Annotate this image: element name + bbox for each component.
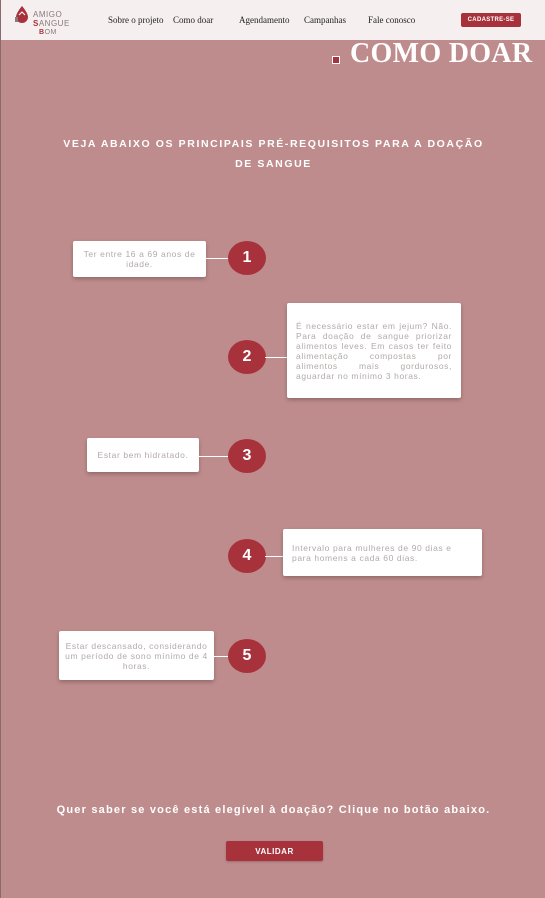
step-2-text: É necessário estar em jejum? Não. Para d… (296, 320, 452, 381)
step-3-text: Estar bem hidratado. (97, 450, 189, 460)
step-1-number: 1 (228, 241, 266, 275)
nav-fale-conosco[interactable]: Fale conosco (368, 15, 416, 25)
logo-text-bom: BOM (39, 29, 57, 36)
step-4-card: Intervalo para mulheres de 90 dias e par… (283, 529, 482, 576)
step-3-connector (199, 456, 230, 457)
step-5-number: 5 (228, 639, 266, 673)
step-2-number: 2 (228, 340, 266, 374)
step-4-number: 4 (228, 539, 266, 573)
nav-como-doar[interactable]: Como doar (173, 15, 214, 25)
top-navbar: AMIGO SANGUE BOM Sobre o projeto Como do… (1, 0, 545, 40)
validar-button[interactable]: VALIDAR (226, 841, 323, 861)
step-4-text: Intervalo para mulheres de 90 dias e par… (292, 542, 452, 563)
step-1-card: Ter entre 16 a 69 anos de idade. (73, 241, 206, 277)
step-2-connector (265, 357, 287, 358)
page-subtitle: VEJA ABAIXO OS PRINCIPAIS PRÉ-REQUISITOS… (63, 138, 484, 170)
title-square-icon (332, 56, 340, 64)
nav-sobre-o-projeto[interactable]: Sobre o projeto (108, 15, 164, 25)
nav-campanhas[interactable]: Campanhas (304, 15, 346, 25)
step-3-number: 3 (228, 439, 266, 473)
cadastre-se-button[interactable]: CADASTRE-SE (461, 13, 521, 27)
step-2-card: É necessário estar em jejum? Não. Para d… (287, 303, 461, 398)
step-5-connector (214, 656, 230, 657)
nav-agendamento[interactable]: Agendamento (239, 15, 290, 25)
step-4-connector (265, 556, 283, 557)
logo-text-amigo: AMIGO (33, 10, 63, 19)
amigo-sangue-bom-logo[interactable]: AMIGO SANGUE BOM (13, 3, 70, 37)
step-1-connector (206, 258, 230, 259)
logo-text-sangue: SANGUE (33, 19, 70, 28)
blood-drop-icon (15, 6, 28, 23)
step-5-text: Estar descansado, considerando um períod… (65, 640, 208, 671)
step-5-card: Estar descansado, considerando um períod… (59, 631, 214, 680)
eligibility-question: Quer saber se você está elegível à doaçã… (56, 804, 491, 816)
step-1-text: Ter entre 16 a 69 anos de idade. (83, 249, 196, 269)
step-3-card: Estar bem hidratado. (87, 438, 199, 472)
page-title: COMO DOAR (350, 38, 533, 69)
